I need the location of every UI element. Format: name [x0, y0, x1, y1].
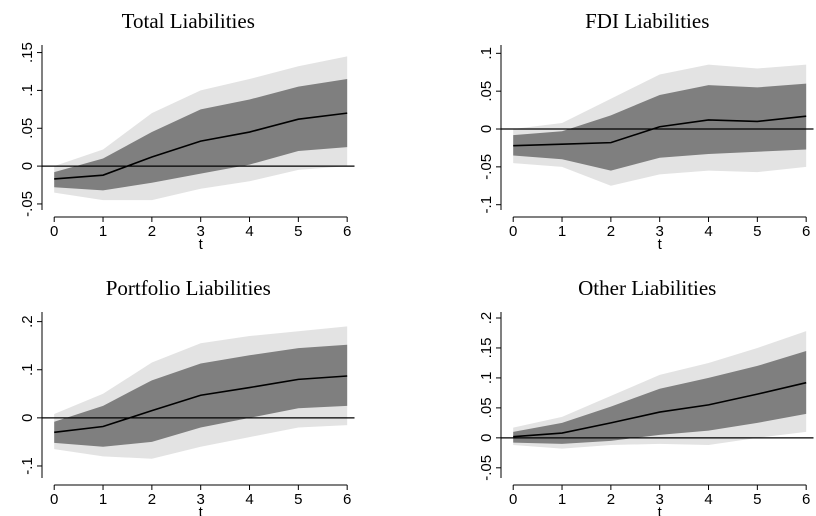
x-tick-label: 1	[558, 491, 566, 508]
panel-title: FDI Liabilities	[585, 9, 709, 33]
y-tick-label: 0	[478, 434, 495, 442]
x-axis-label: t	[658, 236, 663, 253]
y-tick-label: -.1	[478, 196, 495, 214]
y-tick-label: .1	[19, 84, 36, 97]
x-tick-label: 5	[753, 491, 761, 508]
x-tick-label: 5	[753, 223, 761, 240]
y-tick-label: 0	[19, 162, 36, 170]
x-tick-label: 2	[148, 223, 156, 240]
x-axis-label: t	[199, 236, 204, 253]
y-tick-label: .1	[478, 372, 495, 385]
y-tick-label: .1	[19, 363, 36, 376]
x-tick-label: 2	[148, 491, 156, 508]
x-tick-label: 4	[704, 223, 712, 240]
y-tick-label: .05	[478, 397, 495, 418]
y-tick-label: .05	[478, 81, 495, 102]
y-tick-label: .15	[19, 42, 36, 63]
x-tick-label: 3	[197, 491, 205, 508]
y-tick-label: .2	[478, 312, 495, 325]
y-tick-label: 0	[19, 414, 36, 422]
x-tick-label: 4	[245, 491, 253, 508]
x-tick-label: 0	[509, 491, 517, 508]
x-tick-label: 4	[245, 223, 253, 240]
x-axis-label: t	[199, 504, 204, 516]
panel-title: Total Liabilities	[122, 9, 255, 33]
x-tick-label: 1	[99, 223, 107, 240]
x-tick-label: 2	[607, 223, 615, 240]
x-tick-label: 0	[50, 491, 58, 508]
y-tick-label: .05	[19, 118, 36, 139]
x-tick-label: 6	[802, 223, 810, 240]
estimate-line	[54, 375, 348, 434]
y-tick-label: -.05	[478, 154, 495, 180]
x-tick-label: 1	[558, 223, 566, 240]
y-tick-label: .1	[478, 47, 495, 60]
x-tick-label: 3	[197, 223, 205, 240]
x-tick-label: 0	[509, 223, 517, 240]
x-tick-label: 3	[656, 491, 664, 508]
y-tick-label: -.05	[19, 191, 36, 217]
panel-title: Other Liabilities	[578, 276, 716, 300]
x-tick-label: 3	[656, 223, 664, 240]
estimate-line	[513, 115, 807, 147]
x-tick-label: 6	[343, 491, 351, 508]
x-tick-label: 6	[802, 491, 810, 508]
x-tick-label: 5	[294, 491, 302, 508]
x-tick-label: 4	[704, 491, 712, 508]
y-tick-label: .2	[19, 315, 36, 328]
x-tick-label: 5	[294, 223, 302, 240]
x-tick-label: 6	[343, 223, 351, 240]
y-tick-label: -.1	[19, 457, 36, 475]
confidence-band	[54, 79, 348, 191]
y-tick-label: .15	[478, 338, 495, 359]
y-tick-label: 0	[478, 125, 495, 133]
y-tick-label: -.05	[478, 455, 495, 481]
panel-title: Portfolio Liabilities	[106, 276, 271, 300]
x-axis-label: t	[658, 504, 663, 516]
estimate-line	[54, 112, 348, 180]
estimate-line	[513, 381, 807, 438]
confidence-band	[513, 350, 807, 444]
x-tick-label: 0	[50, 223, 58, 240]
x-tick-label: 2	[607, 491, 615, 508]
x-tick-label: 1	[99, 491, 107, 508]
